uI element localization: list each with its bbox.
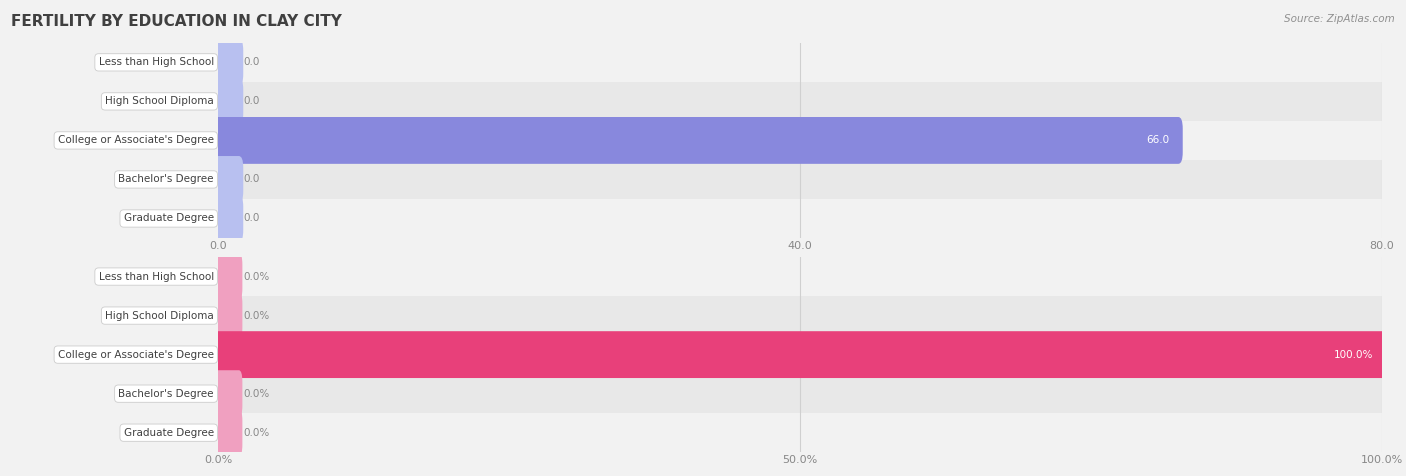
FancyBboxPatch shape [214,78,243,125]
Text: College or Associate's Degree: College or Associate's Degree [58,135,214,146]
Bar [218,335,1382,374]
FancyBboxPatch shape [215,370,242,417]
Bar [218,374,1382,413]
FancyBboxPatch shape [214,195,243,242]
Bar [218,257,1382,296]
FancyBboxPatch shape [215,253,242,300]
Text: High School Diploma: High School Diploma [105,310,214,321]
Text: 0.0: 0.0 [243,213,260,224]
Text: Less than High School: Less than High School [98,271,214,282]
Bar [218,296,1382,335]
Bar [218,160,1382,199]
Text: Bachelor's Degree: Bachelor's Degree [118,388,214,399]
FancyBboxPatch shape [215,409,242,456]
Text: Graduate Degree: Graduate Degree [124,213,214,224]
Bar [218,82,1382,121]
Text: 0.0%: 0.0% [243,427,270,438]
Text: 0.0: 0.0 [243,57,260,68]
Text: High School Diploma: High School Diploma [105,96,214,107]
Text: 0.0: 0.0 [243,174,260,185]
FancyBboxPatch shape [215,331,1385,378]
Bar [218,199,1382,238]
Text: 66.0: 66.0 [1146,135,1168,146]
Text: FERTILITY BY EDUCATION IN CLAY CITY: FERTILITY BY EDUCATION IN CLAY CITY [11,14,342,30]
FancyBboxPatch shape [214,117,1182,164]
Text: Graduate Degree: Graduate Degree [124,427,214,438]
Text: College or Associate's Degree: College or Associate's Degree [58,349,214,360]
FancyBboxPatch shape [214,156,243,203]
FancyBboxPatch shape [215,292,242,339]
Text: 0.0%: 0.0% [243,388,270,399]
Text: 0.0%: 0.0% [243,310,270,321]
Text: Bachelor's Degree: Bachelor's Degree [118,174,214,185]
Bar [218,43,1382,82]
Bar [218,413,1382,452]
Text: Less than High School: Less than High School [98,57,214,68]
FancyBboxPatch shape [214,39,243,86]
Text: 100.0%: 100.0% [1333,349,1372,360]
Bar [218,121,1382,160]
Text: Source: ZipAtlas.com: Source: ZipAtlas.com [1284,14,1395,24]
Text: 0.0%: 0.0% [243,271,270,282]
Text: 0.0: 0.0 [243,96,260,107]
